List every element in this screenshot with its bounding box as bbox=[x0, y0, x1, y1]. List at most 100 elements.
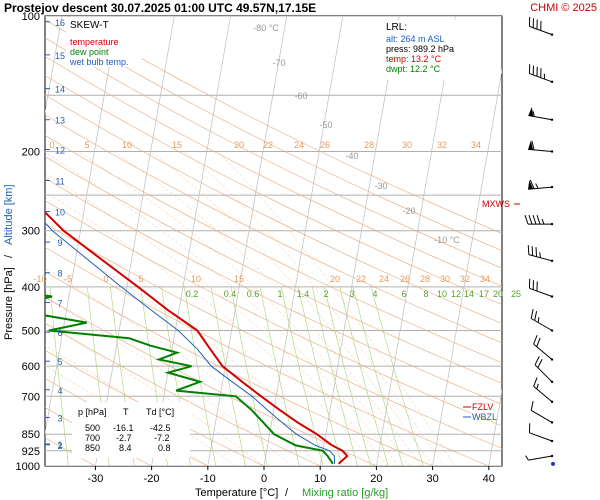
dry-adiabat-label: -10 °C bbox=[434, 235, 460, 245]
moist-adiabat-label: 22 bbox=[263, 140, 273, 150]
lrl-box bbox=[382, 20, 474, 80]
dry-adiabat-label: -80 °C bbox=[253, 23, 279, 33]
wind-barb bbox=[528, 140, 554, 153]
wind-barb bbox=[528, 16, 554, 36]
moist-adiabat-line bbox=[45, 151, 400, 466]
mxws-marker: MXWS bbox=[482, 199, 510, 209]
y-tick-label: 300 bbox=[22, 226, 40, 238]
wind-barb-surface bbox=[551, 461, 555, 466]
mixing-ratio-label: 14 bbox=[464, 289, 474, 299]
moist-adiabat-label: 24 bbox=[294, 140, 304, 150]
wind-barb-full bbox=[534, 356, 540, 366]
dry-adiabat-line bbox=[45, 55, 502, 287]
y-tick-label: 400 bbox=[22, 282, 40, 294]
wind-barb bbox=[533, 377, 554, 403]
x-tick-label: 30 bbox=[426, 473, 438, 485]
isotherm-line bbox=[263, 16, 344, 466]
moist-adiabat-label: 0 bbox=[49, 140, 54, 150]
mixing-ratio-label: 3 bbox=[349, 289, 354, 299]
wind-barb bbox=[525, 454, 554, 461]
mixing-ratio-label: 1.4 bbox=[297, 289, 310, 299]
lrl-dwpt: dwpt: 12.2 °C bbox=[386, 64, 441, 74]
wind-barb-full bbox=[532, 18, 534, 28]
levels-row-700-td: -7.2 bbox=[154, 433, 170, 443]
y-axis-label2: Altitude [km] bbox=[3, 184, 15, 245]
x-tick-label: -20 bbox=[144, 473, 160, 485]
wind-barb-base bbox=[550, 259, 554, 262]
dry-adiabat-line bbox=[45, 94, 502, 324]
altitude-tick-label: 6 bbox=[57, 328, 62, 338]
wind-barb-full bbox=[532, 65, 534, 75]
moist-adiabat-line bbox=[114, 151, 422, 466]
wind-barb-full bbox=[528, 16, 531, 27]
dry-adiabat-label: -40 bbox=[345, 151, 358, 161]
moist-adiabat-label: 5 bbox=[84, 140, 89, 150]
wind-barb-full bbox=[535, 247, 538, 257]
moist-adiabat-label: 26 bbox=[320, 140, 330, 150]
altitude-tick-label: 8 bbox=[57, 269, 62, 279]
mixing-ratio-label: 6 bbox=[401, 289, 406, 299]
wind-barb-staff bbox=[530, 409, 553, 423]
wind-barb-half bbox=[541, 218, 545, 225]
mixing-ratio-line bbox=[311, 286, 358, 466]
moist-adiabat-label: 32 bbox=[437, 140, 447, 150]
levels-row-500-td: -42.5 bbox=[150, 423, 171, 433]
moist-adiabat-label: 26 bbox=[400, 274, 410, 284]
wind-barb-full bbox=[540, 68, 542, 78]
mixing-ratio-line bbox=[297, 286, 343, 466]
levels-table-box bbox=[72, 402, 190, 458]
wind-barb-full bbox=[530, 309, 534, 319]
mixing-ratio-line bbox=[339, 286, 389, 466]
isotherm-line bbox=[151, 16, 231, 466]
wind-barb-full bbox=[528, 214, 533, 225]
lrl-temp: temp: 13.2 °C bbox=[386, 54, 442, 64]
dry-adiabat-label: -20 bbox=[402, 206, 415, 216]
x-axis-label2: Mixing ratio [g/kg] bbox=[302, 487, 388, 499]
wind-barb-full bbox=[536, 337, 541, 347]
wind-barb-full bbox=[530, 401, 534, 411]
y-tick-label: 850 bbox=[22, 429, 40, 441]
levels-row-850-p: 850 bbox=[85, 443, 100, 453]
wind-barb-staff bbox=[528, 455, 553, 461]
wind-barb bbox=[534, 356, 554, 383]
dry-adiabat-line bbox=[45, 223, 502, 449]
mixing-ratio-line bbox=[184, 286, 217, 466]
moist-adiabat-label: 15 bbox=[172, 140, 182, 150]
wind-barb-base bbox=[550, 150, 554, 153]
altitude-tick-label: 12 bbox=[55, 145, 65, 155]
altitude-tick-label: 9 bbox=[57, 238, 62, 248]
y-tick-label: 600 bbox=[22, 361, 40, 373]
altitude-tick-label: 5 bbox=[57, 357, 62, 367]
wind-barb bbox=[528, 64, 554, 84]
x-tick-label: 10 bbox=[314, 473, 326, 485]
wind-barb-base bbox=[550, 222, 554, 226]
wind-barb-base bbox=[550, 400, 554, 403]
moist-adiabat-line bbox=[45, 344, 237, 466]
dry-adiabat-line bbox=[67, 16, 502, 234]
levels-row-500-p: 500 bbox=[85, 423, 100, 433]
wind-barb-half bbox=[525, 455, 529, 461]
dry-adiabat-line bbox=[45, 296, 377, 466]
levels-row-850-td: 0.8 bbox=[158, 443, 171, 453]
altitude-tick-label: 4 bbox=[57, 386, 62, 396]
chart-credit: CHMI © 2025 bbox=[530, 2, 597, 14]
moist-adiabat-label: 34 bbox=[471, 140, 481, 150]
mixing-ratio-label: 17 bbox=[479, 289, 489, 299]
wind-barb bbox=[527, 245, 554, 262]
wind-barb-half bbox=[539, 252, 541, 258]
y-axis-label: Pressure [hPa] bbox=[3, 267, 15, 340]
levels-row-500-t: -16.1 bbox=[113, 423, 134, 433]
levels-header-td: Td [°C] bbox=[146, 407, 174, 417]
wind-barb-staff bbox=[528, 148, 553, 152]
mixing-ratio-line bbox=[211, 286, 246, 466]
wind-barb-base bbox=[550, 439, 554, 443]
wind-barb-full bbox=[528, 423, 531, 433]
wind-barb bbox=[528, 179, 554, 190]
y-tick-label: 1000 bbox=[16, 461, 40, 473]
wet-bulb-line bbox=[45, 222, 336, 464]
levels-row-850-t: 8.4 bbox=[119, 443, 132, 453]
wind-barb-flag bbox=[528, 180, 534, 190]
x-tick-label: -10 bbox=[200, 473, 216, 485]
y-tick-label: 925 bbox=[22, 446, 40, 458]
wind-barb bbox=[530, 309, 554, 332]
